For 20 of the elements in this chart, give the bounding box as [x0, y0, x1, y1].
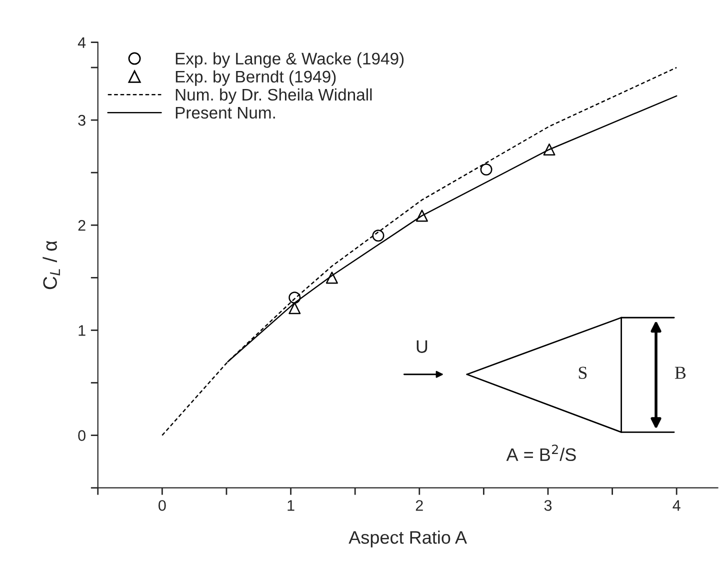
x-tick-label: 4 — [672, 500, 680, 511]
annotation: S — [578, 366, 587, 379]
y-tick-label: 3 — [78, 114, 86, 126]
annotation: B — [674, 366, 686, 379]
x-tick-label: 2 — [416, 500, 423, 511]
x-tick-label: 3 — [544, 500, 552, 511]
legend-label: Exp. by Berndt (1949) — [176, 70, 336, 86]
y-tick-label: 1 — [78, 325, 86, 336]
y-axis-title: C$_{L}$ / α — [42, 240, 60, 290]
annotation: A = B$^{2}$/S — [506, 444, 576, 462]
y-tick-label: 2 — [78, 220, 86, 231]
legend-label: Present Num. — [176, 107, 275, 119]
y-tick-label: 4 — [78, 37, 86, 48]
legend-label: Num. by Dr. Sheila Widnall — [176, 88, 372, 104]
x-tick-label: 1 — [288, 500, 294, 511]
x-tick-label: 0 — [158, 500, 166, 511]
legend-label: Exp. by Lange & Wacke (1949) — [176, 52, 404, 68]
annotation: U — [416, 340, 428, 353]
y-tick-label: 0 — [78, 430, 86, 442]
x-axis-title: Aspect Ratio A — [348, 530, 467, 548]
